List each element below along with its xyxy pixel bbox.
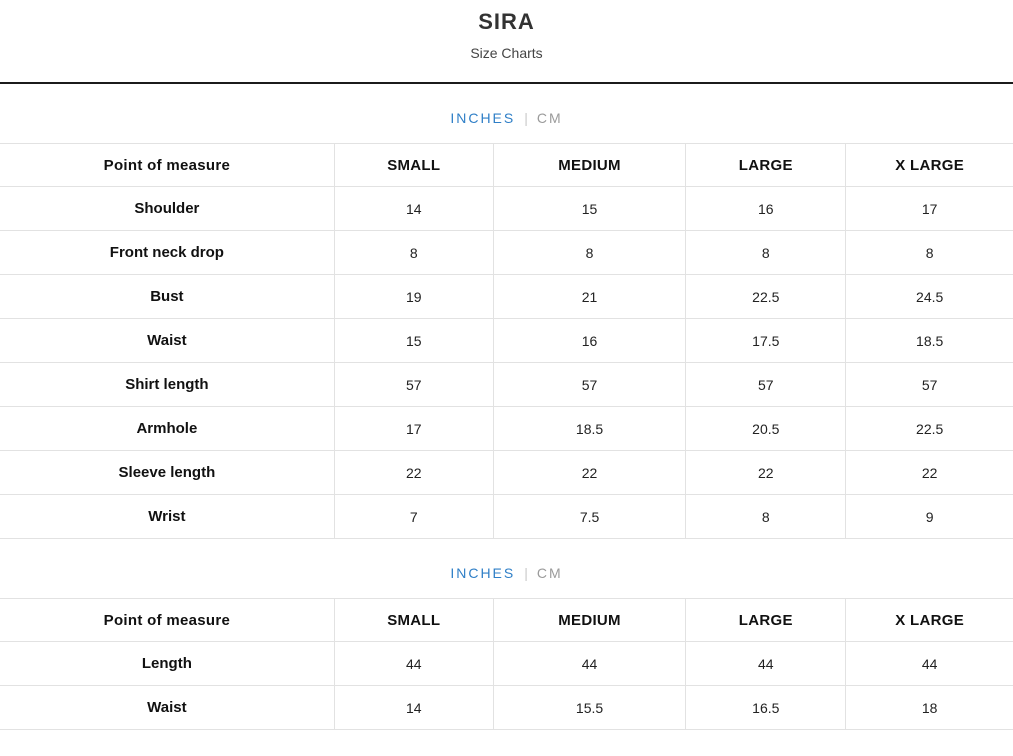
measurement-value: 18.5 bbox=[492, 406, 686, 451]
table-row: Front neck drop 8 8 8 8 bbox=[0, 230, 1013, 275]
measurement-value: 14 bbox=[333, 685, 494, 730]
row-label: Bust bbox=[0, 274, 335, 319]
measurement-value: 57 bbox=[333, 362, 494, 407]
measurement-value: 19 bbox=[333, 274, 494, 319]
unit-inches-tab[interactable]: INCHES bbox=[450, 565, 516, 581]
table-row: Waist 14 15.5 16.5 18 bbox=[0, 685, 1013, 730]
measurement-value: 15 bbox=[333, 318, 494, 363]
page-header: SIRA Size Charts bbox=[0, 0, 1013, 84]
measurement-value: 44 bbox=[333, 641, 494, 686]
measurement-value: 44 bbox=[492, 641, 686, 686]
table-row: Shirt length 57 57 57 57 bbox=[0, 362, 1013, 407]
row-label: Wrist bbox=[0, 494, 335, 539]
measurement-value: 22.5 bbox=[685, 274, 846, 319]
measurement-value: 44 bbox=[685, 641, 846, 686]
column-header-point-of-measure: Point of measure bbox=[0, 143, 335, 187]
row-label: Length bbox=[0, 641, 335, 686]
measurement-value: 17 bbox=[845, 186, 1013, 231]
page-subtitle: Size Charts bbox=[470, 45, 543, 61]
measurement-value: 18 bbox=[845, 685, 1013, 730]
measurement-value: 17 bbox=[333, 406, 494, 451]
measurement-value: 44 bbox=[845, 641, 1013, 686]
column-header-point-of-measure: Point of measure bbox=[0, 598, 335, 642]
unit-inches-tab[interactable]: INCHES bbox=[450, 110, 516, 126]
column-header-x-large: X LARGE bbox=[845, 598, 1013, 642]
table-row: Armhole 17 18.5 20.5 22.5 bbox=[0, 406, 1013, 451]
unit-cm-tab[interactable]: CM bbox=[536, 565, 563, 581]
measurement-value: 14 bbox=[333, 186, 494, 231]
measurement-value: 15 bbox=[492, 186, 686, 231]
measurement-value: 57 bbox=[845, 362, 1013, 407]
table-row: Sleeve length 22 22 22 22 bbox=[0, 450, 1013, 495]
size-chart-table-garment: Point of measure SMALL MEDIUM LARGE X LARGE … bbox=[0, 143, 1013, 539]
measurement-value: 22 bbox=[685, 450, 846, 495]
toggle-separator: | bbox=[524, 110, 528, 126]
measurement-value: 57 bbox=[685, 362, 846, 407]
table-row: Length 44 44 44 44 bbox=[0, 641, 1013, 686]
row-label: Sleeve length bbox=[0, 450, 335, 495]
measurement-value: 16 bbox=[685, 186, 846, 231]
measurement-value: 16.5 bbox=[685, 685, 846, 730]
table-header-row: Point of measure SMALL MEDIUM LARGE X LARGE bbox=[0, 598, 1013, 642]
size-chart-table-bottoms: Point of measure SMALL MEDIUM LARGE X LARGE … bbox=[0, 598, 1013, 730]
measurement-value: 24.5 bbox=[845, 274, 1013, 319]
column-header-large: LARGE bbox=[685, 143, 846, 187]
measurement-value: 8 bbox=[333, 230, 494, 275]
row-label: Waist bbox=[0, 685, 335, 730]
measurement-value: 22 bbox=[333, 450, 494, 495]
measurement-value: 15.5 bbox=[492, 685, 686, 730]
measurement-value: 16 bbox=[492, 318, 686, 363]
row-label: Shoulder bbox=[0, 186, 335, 231]
column-header-small: SMALL bbox=[333, 143, 494, 187]
column-header-large: LARGE bbox=[685, 598, 846, 642]
measurement-value: 57 bbox=[492, 362, 686, 407]
measurement-value: 9 bbox=[845, 494, 1013, 539]
measurement-value: 8 bbox=[492, 230, 686, 275]
row-label: Waist bbox=[0, 318, 335, 363]
measurement-value: 7.5 bbox=[492, 494, 686, 539]
size-chart-page: SIRA Size Charts INCHES | CM Point of meas… bbox=[0, 0, 1013, 730]
column-header-x-large: X LARGE bbox=[845, 143, 1013, 187]
table-row: Bust 19 21 22.5 24.5 bbox=[0, 274, 1013, 319]
measurement-value: 17.5 bbox=[685, 318, 846, 363]
column-header-medium: MEDIUM bbox=[492, 598, 686, 642]
measurement-value: 8 bbox=[685, 494, 846, 539]
measurement-value: 7 bbox=[333, 494, 494, 539]
measurement-value: 22 bbox=[492, 450, 686, 495]
toggle-separator: | bbox=[524, 565, 528, 581]
measurement-value: 22 bbox=[845, 450, 1013, 495]
row-label: Shirt length bbox=[0, 362, 335, 407]
measurement-value: 22.5 bbox=[845, 406, 1013, 451]
table-row: Wrist 7 7.5 8 9 bbox=[0, 494, 1013, 539]
unit-cm-tab[interactable]: CM bbox=[536, 110, 563, 126]
measurement-value: 8 bbox=[685, 230, 846, 275]
table-row: Waist 15 16 17.5 18.5 bbox=[0, 318, 1013, 363]
measurement-value: 8 bbox=[845, 230, 1013, 275]
table-row: Shoulder 14 15 16 17 bbox=[0, 186, 1013, 231]
column-header-small: SMALL bbox=[333, 598, 494, 642]
unit-toggle-bottom: INCHES | CM bbox=[0, 539, 1013, 598]
measurement-value: 21 bbox=[492, 274, 686, 319]
row-label: Armhole bbox=[0, 406, 335, 451]
table-header-row: Point of measure SMALL MEDIUM LARGE X LARGE bbox=[0, 143, 1013, 187]
measurement-value: 20.5 bbox=[685, 406, 846, 451]
unit-toggle-top: INCHES | CM bbox=[0, 84, 1013, 143]
column-header-medium: MEDIUM bbox=[492, 143, 686, 187]
page-title: SIRA bbox=[478, 9, 535, 34]
measurement-value: 18.5 bbox=[845, 318, 1013, 363]
row-label: Front neck drop bbox=[0, 230, 335, 275]
